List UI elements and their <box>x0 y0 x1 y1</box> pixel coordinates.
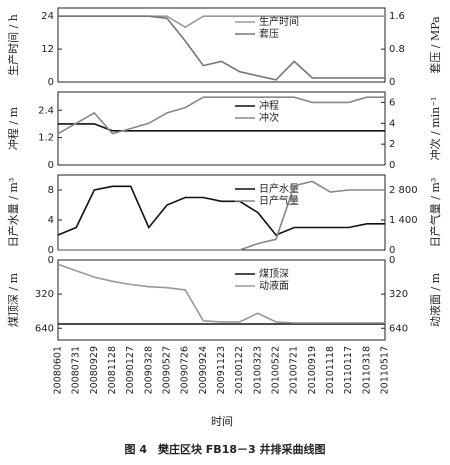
y-tick-label: 2.4 <box>38 105 54 116</box>
y2-axis-label: 套压 / MPa <box>429 16 442 74</box>
x-tick-label: 20110517 <box>380 346 391 394</box>
y2-tick-label: 0.8 <box>389 44 405 55</box>
y2-tick-label: 0 <box>389 160 395 171</box>
y2-tick-label: 320 <box>389 289 408 300</box>
x-tick-label: 20100522 <box>271 346 282 394</box>
y-tick-label: 24 <box>41 11 54 22</box>
x-tick-label: 20080929 <box>89 346 100 394</box>
y-tick-label: 640 <box>35 323 54 334</box>
y2-tick-label: 1.6 <box>389 11 405 22</box>
y-tick-label: 8 <box>48 185 54 196</box>
x-tick-label: 20110318 <box>361 346 372 394</box>
series-line <box>58 15 385 29</box>
x-tick-label: 20090127 <box>125 346 136 394</box>
y2-tick-label: 0 <box>389 255 395 266</box>
series-line <box>58 15 385 81</box>
series-line <box>57 185 385 236</box>
y-tick-label: 0 <box>48 160 54 171</box>
panel-frame <box>57 91 386 166</box>
x-tick-label: 20101118 <box>325 346 336 394</box>
x-tick-label: 20090328 <box>143 346 154 394</box>
y-tick-label: 1.2 <box>38 133 54 144</box>
y2-axis-label: 冲次 / min⁻¹ <box>428 97 442 161</box>
x-tick-label: 20090726 <box>180 346 191 394</box>
panel-frame <box>57 259 386 341</box>
x-tick-label: 20110117 <box>343 346 354 394</box>
panel-frame <box>57 7 386 83</box>
y2-tick-label: 640 <box>389 323 408 334</box>
legend-label: 日产气量 <box>259 194 299 207</box>
x-tick-label: 20081128 <box>107 346 118 394</box>
x-tick-label: 20080601 <box>53 346 64 394</box>
y-tick-label: 4 <box>48 215 54 226</box>
y-tick-label: 0 <box>48 245 54 256</box>
y2-tick-label: 2 <box>389 139 395 150</box>
y2-axis-label: 动液面 / m <box>428 272 442 327</box>
y-axis-label: 煤顶深 / m <box>7 272 20 327</box>
legend-label: 套压 <box>259 27 279 40</box>
x-tick-label: 20080731 <box>71 346 82 394</box>
x-tick-label: 20100323 <box>252 346 263 394</box>
series-line <box>58 123 385 132</box>
x-tick-label: 20091123 <box>216 346 227 394</box>
y-axis-label: 日产水量 / m³ <box>6 178 20 248</box>
legend-label: 冲次 <box>259 111 279 124</box>
series-line <box>57 96 385 135</box>
y2-tick-label: 6 <box>389 97 395 108</box>
x-tick-label: 20100919 <box>307 346 318 394</box>
legend-label: 日产水量 <box>259 182 299 195</box>
x-tick-label: 20090924 <box>198 346 209 394</box>
legend-label: 动液面 <box>259 279 289 292</box>
y-tick-label: 12 <box>41 44 54 55</box>
x-tick-label: 20100721 <box>289 346 300 394</box>
y2-tick-label: 2 800 <box>389 185 418 196</box>
series-line <box>57 263 385 324</box>
y2-tick-label: 0 <box>389 77 395 88</box>
x-axis-label: 时间 <box>211 415 233 428</box>
y-tick-label: 0 <box>48 77 54 88</box>
y-tick-label: 320 <box>35 289 54 300</box>
y-axis-label: 冲程 / m <box>6 106 20 150</box>
legend-label: 生产时间 <box>259 15 299 28</box>
series-line <box>58 180 385 251</box>
y2-tick-label: 4 <box>389 118 395 129</box>
legend-label: 煤顶深 <box>259 267 289 280</box>
x-tick-label: 20100122 <box>234 346 245 394</box>
y-axis-label: 生产时间 / h <box>6 14 20 76</box>
y2-axis-label: 日产气量 / m³ <box>428 178 442 248</box>
x-tick-label: 20090527 <box>162 346 173 394</box>
legend-label: 冲程 <box>259 99 279 112</box>
panel-frame <box>57 174 386 251</box>
caption: 图 4 樊庄区块 FB18－3 井排采曲线图 <box>124 442 325 456</box>
y2-tick-label: 0 <box>389 245 395 256</box>
y2-tick-label: 1 400 <box>389 215 418 226</box>
y-tick-label: 0 <box>48 255 54 266</box>
